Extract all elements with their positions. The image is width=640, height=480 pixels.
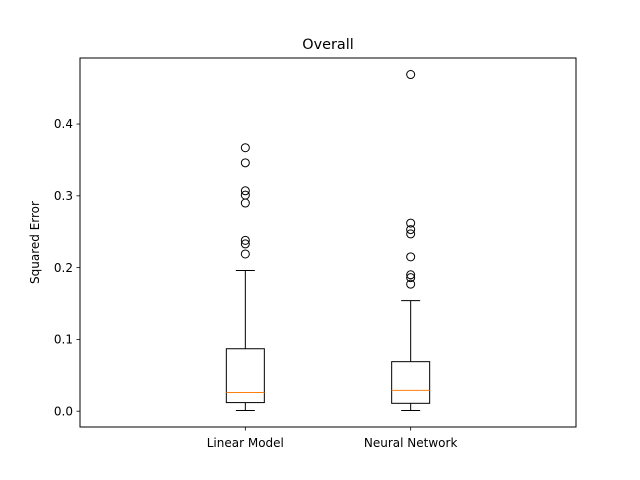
y-tick-label: 0.3	[54, 189, 73, 203]
box-iqr	[391, 361, 431, 404]
outlier-point	[406, 70, 416, 80]
plot-area	[79, 57, 577, 428]
x-tick-label: Neural Network	[364, 436, 458, 450]
outlier-point	[240, 239, 250, 249]
box-iqr	[225, 348, 265, 404]
outlier-point	[406, 252, 416, 262]
y-axis-label: Squared Error	[28, 201, 42, 284]
outlier-point	[406, 218, 416, 228]
outlier-point	[240, 143, 250, 153]
outlier-point	[240, 190, 250, 200]
outlier-point	[406, 229, 416, 239]
y-tick-label: 0.0	[54, 404, 73, 418]
outlier-point	[406, 270, 416, 280]
y-tick-label: 0.4	[54, 117, 73, 131]
y-tick-label: 0.1	[54, 333, 73, 347]
outlier-point	[240, 158, 250, 168]
boxes-group	[225, 70, 431, 411]
outlier-point	[240, 186, 250, 196]
y-tick-label: 0.2	[54, 261, 73, 275]
outlier-point	[406, 225, 416, 235]
outlier-point	[406, 273, 416, 283]
outlier-point	[240, 235, 250, 245]
x-axis: Linear Model Neural Network	[207, 427, 458, 450]
x-tick-label: Linear Model	[207, 436, 284, 450]
outlier-point	[406, 279, 416, 289]
chart-title: Overall	[302, 37, 353, 53]
outlier-point	[240, 249, 250, 259]
y-axis: 0.0 0.1 0.2 0.3 0.4	[54, 117, 80, 418]
